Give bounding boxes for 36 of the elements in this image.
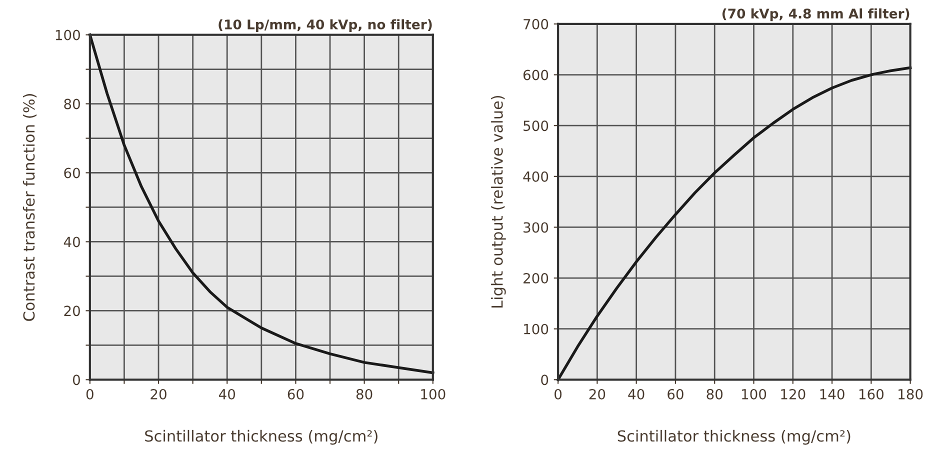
x-axis-title: Scintillator thickness (mg/cm²) (618, 430, 850, 445)
y-tick-label: 80 (64, 98, 80, 110)
chart-title: (10 Lp/mm, 40 kVp, no filter) (218, 19, 432, 32)
y-tick-label: 60 (64, 168, 80, 178)
x-tick-label: 80 (356, 388, 372, 400)
x-tick-label: 60 (668, 388, 684, 400)
x-tick-label: 160 (859, 388, 884, 400)
x-tick-label: 120 (781, 388, 806, 400)
y-tick-label: 200 (524, 273, 548, 284)
y-tick-label: 0 (541, 374, 548, 386)
y-tick-label: 400 (523, 171, 548, 182)
x-tick-label: 0 (554, 388, 562, 400)
y-tick-label: 100 (56, 30, 80, 40)
y-axis-title: Contrast transfer function (%) (22, 94, 37, 321)
x-tick-label: 80 (706, 388, 723, 400)
y-tick-label: 100 (524, 324, 548, 334)
x-axis-title: Scintillator thickness (mg/cm²) (145, 430, 378, 445)
x-tick-label: 140 (820, 388, 844, 400)
y-tick-label: 500 (524, 120, 548, 132)
x-tick-label: 20 (150, 388, 166, 400)
y-tick-label: 20 (64, 306, 80, 316)
y-tick-label: 700 (524, 18, 548, 30)
y-tick-label: 0 (72, 374, 80, 386)
x-tick-label: 180 (898, 388, 923, 400)
y-tick-label: 300 (524, 222, 548, 233)
x-tick-label: 60 (288, 388, 304, 400)
x-tick-label: 40 (628, 388, 644, 400)
x-tick-label: 0 (86, 388, 94, 400)
y-tick-label: 600 (523, 70, 548, 80)
y-axis-title: Light output (relative value) (491, 96, 506, 308)
x-tick-label: 100 (421, 388, 446, 400)
x-tick-label: 20 (589, 388, 606, 400)
x-tick-label: 40 (218, 388, 236, 400)
y-tick-label: 40 (64, 236, 80, 248)
x-tick-label: 100 (742, 388, 766, 400)
chart-title: (70 kVp, 4.8 mm Al filter) (722, 8, 910, 22)
